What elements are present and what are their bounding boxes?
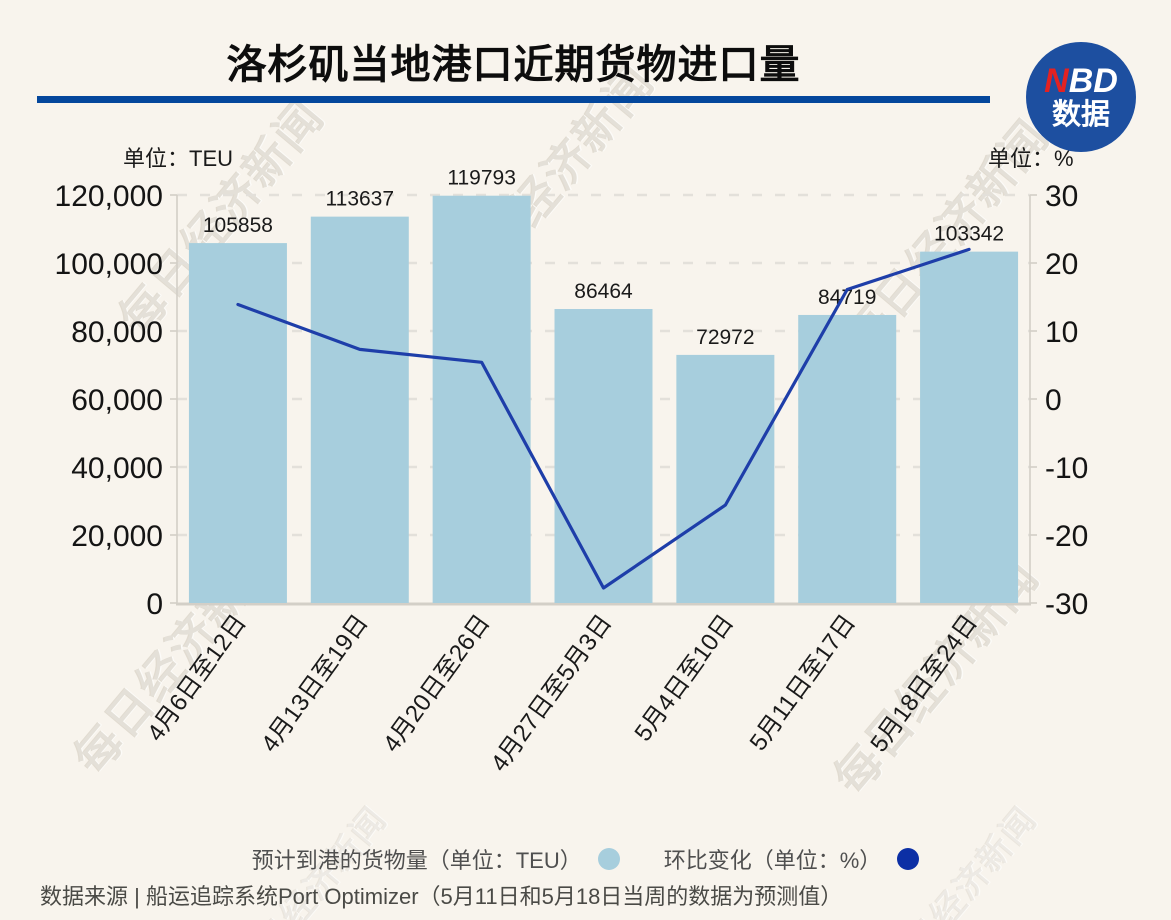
- left-axis-unit: 单位：TEU: [123, 146, 234, 171]
- bar: [310, 216, 409, 603]
- right-axis-unit: 单位：%: [988, 146, 1074, 171]
- bar: [432, 195, 531, 603]
- bar-value-label: 86464: [574, 280, 633, 303]
- right-axis-tick-label: 20: [1045, 248, 1078, 281]
- combo-chart: 105858 113637 119793 86464 72972 84719 103342 0…: [55, 167, 1089, 777]
- legend-label-bars: 预计到港的货物量（单位：TEU）: [251, 848, 582, 873]
- bar-value-label: 105858: [203, 214, 273, 237]
- left-axis-tick-label: 80,000: [71, 316, 163, 349]
- legend-item-line: 环比变化（单位：%）: [664, 843, 920, 875]
- right-axis-tick-label: -20: [1045, 520, 1088, 553]
- left-axis-tick-label: 120,000: [55, 180, 163, 213]
- logo-text-shuju: 数据: [1051, 98, 1110, 131]
- bar-value-label: 103342: [934, 223, 1004, 246]
- bar: [554, 309, 653, 603]
- title-underline: [37, 96, 990, 103]
- left-axis-tick-label: 60,000: [71, 384, 163, 417]
- legend-dot-bars: [597, 848, 620, 870]
- nbd-logo: NBD 数据: [1026, 42, 1136, 152]
- page-title: 洛杉矶当地港口近期货物进口量: [226, 43, 801, 87]
- source-note: 数据来源 | 船运追踪系统Port Optimizer（5月11日和5月18日当…: [40, 884, 843, 909]
- bar-value-label: 113637: [326, 188, 395, 211]
- legend-label-line: 环比变化（单位：%）: [663, 848, 882, 873]
- bar: [676, 354, 775, 603]
- bar-value-label: 119793: [447, 167, 516, 190]
- right-axis-tick-label: 0: [1045, 384, 1062, 417]
- right-axis-tick-label: 30: [1045, 180, 1078, 213]
- right-axis-tick-label: -10: [1045, 452, 1088, 485]
- x-axis-label: 4月13日至19日: [256, 610, 374, 758]
- bar: [188, 243, 287, 603]
- bar: [920, 251, 1019, 603]
- x-axis-label: 5月4日至10日: [630, 610, 740, 747]
- logo-text-nbd: NBD: [1044, 61, 1118, 100]
- bar-value-label: 84719: [818, 286, 876, 309]
- left-axis-tick-label: 20,000: [71, 520, 163, 553]
- left-axis-tick-label: 100,000: [55, 248, 163, 281]
- right-axis-tick-label: -30: [1045, 588, 1088, 621]
- x-axis-label: 5月11日至17日: [745, 610, 861, 756]
- percent-change-line: [236, 247, 971, 590]
- x-axis-label: 4月27日至5月3日: [486, 610, 618, 777]
- bar: [798, 314, 897, 603]
- x-axis-label: 4月20日至26日: [378, 610, 496, 758]
- legend-dot-line: [897, 848, 920, 870]
- legend-item-bars: 预计到港的货物量（单位：TEU）: [252, 843, 620, 875]
- chart-legend: 预计到港的货物量（单位：TEU） 环比变化（单位：%）: [0, 843, 1171, 875]
- bar-value-label: 72972: [696, 326, 754, 349]
- left-axis-tick-label: 0: [146, 588, 163, 621]
- left-axis-tick-label: 40,000: [71, 452, 163, 485]
- x-axis-label: 5月18日至24日: [865, 610, 983, 758]
- x-axis-label: 4月6日至12日: [142, 610, 252, 747]
- right-axis-tick-label: 10: [1045, 316, 1078, 349]
